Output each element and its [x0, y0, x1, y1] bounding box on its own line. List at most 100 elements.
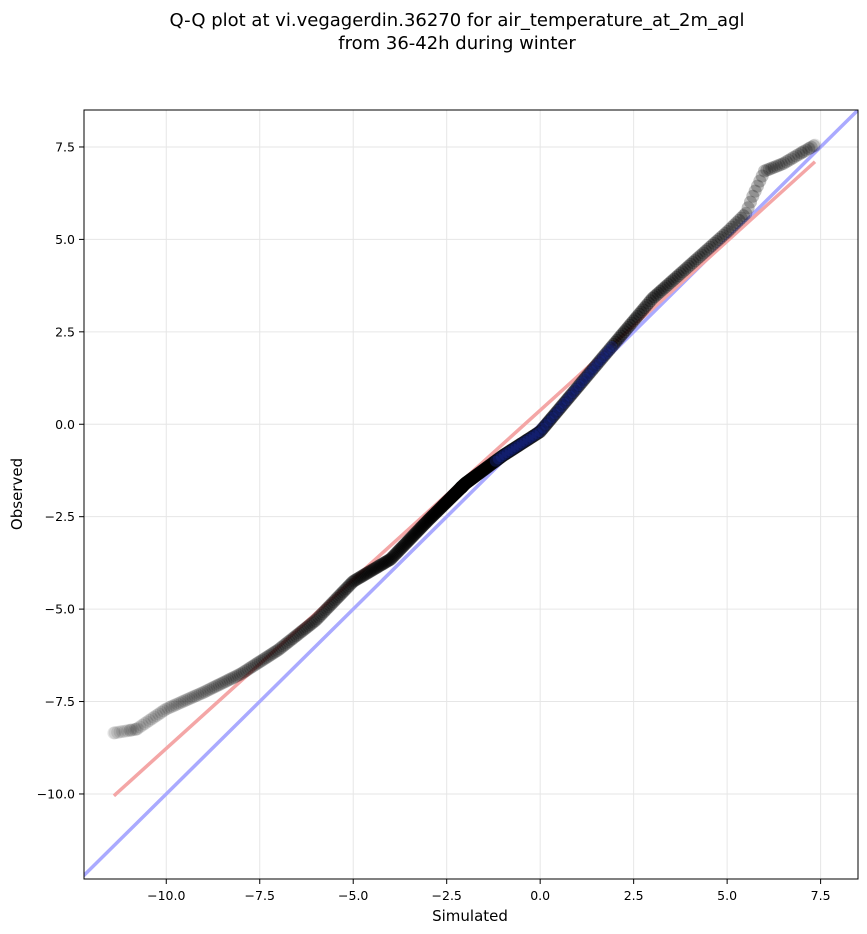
x-axis-label: Simulated [432, 907, 508, 925]
data-point [432, 502, 446, 516]
data-point [741, 201, 755, 215]
overlap-point [531, 428, 543, 440]
data-point [772, 158, 786, 172]
data-point [782, 153, 796, 167]
data-point [296, 623, 310, 637]
data-point [723, 222, 737, 236]
data-point [588, 360, 602, 374]
data-point [454, 481, 468, 495]
y-axis-label: Observed [8, 458, 26, 530]
data-point [473, 465, 487, 479]
data-point [404, 531, 418, 545]
data-point [452, 483, 466, 497]
data-point [379, 555, 393, 569]
data-point [398, 538, 412, 552]
data-point [507, 441, 521, 455]
data-point [295, 625, 309, 639]
tail-point [124, 723, 138, 737]
data-point [498, 448, 512, 462]
data-point [524, 430, 538, 444]
data-point [135, 718, 149, 732]
data-point [499, 447, 513, 461]
data-point [461, 474, 475, 488]
data-point [551, 403, 565, 417]
data-point [804, 140, 818, 154]
data-point [411, 523, 425, 537]
data-point [732, 213, 746, 227]
data-point [454, 481, 468, 495]
overlap-point [555, 401, 567, 413]
data-point [259, 651, 273, 665]
data-point [195, 686, 209, 700]
data-point [727, 218, 741, 232]
data-point [450, 485, 464, 499]
data-point [605, 339, 619, 353]
data-point [231, 668, 245, 682]
data-point [734, 211, 748, 225]
data-point [760, 163, 774, 177]
data-point [614, 329, 628, 343]
data-point [469, 469, 483, 483]
x-axis-ticks: −10.0 −7.5 −5.0 −2.5 0.0 2.5 5.0 7.5 [147, 879, 831, 903]
data-point [503, 444, 517, 458]
data-point [482, 459, 496, 473]
data-point [229, 669, 243, 683]
tail-point [129, 722, 143, 736]
data-point [452, 482, 466, 496]
data-point [405, 530, 419, 544]
data-point [450, 484, 464, 498]
data-point [595, 352, 609, 366]
data-point [385, 551, 399, 565]
data-point [455, 480, 469, 494]
data-point [350, 572, 364, 586]
data-point [472, 466, 486, 480]
data-point [300, 620, 314, 634]
data-point [767, 160, 781, 174]
data-point [544, 412, 558, 426]
data-point [514, 437, 528, 451]
data-point [451, 483, 465, 497]
data-point [490, 453, 504, 467]
data-point [305, 616, 319, 630]
data-point [718, 227, 732, 241]
data-point [318, 603, 332, 617]
data-point [227, 670, 241, 684]
data-point [456, 479, 470, 493]
data-point [448, 487, 462, 501]
data-point [748, 184, 762, 198]
data-point [402, 533, 416, 547]
data-point [453, 482, 467, 496]
data-point [204, 682, 218, 696]
data-point [446, 488, 460, 502]
overlap-point [591, 358, 603, 370]
data-point [182, 692, 196, 706]
data-point [794, 146, 808, 160]
data-point [661, 277, 675, 291]
overlap-point [504, 445, 516, 457]
data-point [485, 457, 499, 471]
data-point [522, 432, 536, 446]
data-point [425, 509, 439, 523]
data-point [397, 539, 411, 553]
data-point [360, 566, 374, 580]
data-point [464, 473, 478, 487]
data-point [479, 461, 493, 475]
data-point [455, 479, 469, 493]
data-point [235, 666, 249, 680]
y-tick-label: −10.0 [37, 786, 75, 801]
data-point [669, 270, 683, 284]
data-point [455, 480, 469, 494]
data-point [454, 480, 468, 494]
data-point [467, 470, 481, 484]
data-point [779, 155, 793, 169]
data-point [130, 722, 144, 736]
data-point [657, 281, 671, 295]
data-point [623, 318, 637, 332]
data-point [217, 675, 231, 689]
overlap-point [534, 426, 546, 438]
data-point [663, 276, 677, 290]
data-point [325, 596, 339, 610]
data-point [696, 246, 710, 260]
data-point [602, 344, 616, 358]
data-point [655, 283, 669, 297]
